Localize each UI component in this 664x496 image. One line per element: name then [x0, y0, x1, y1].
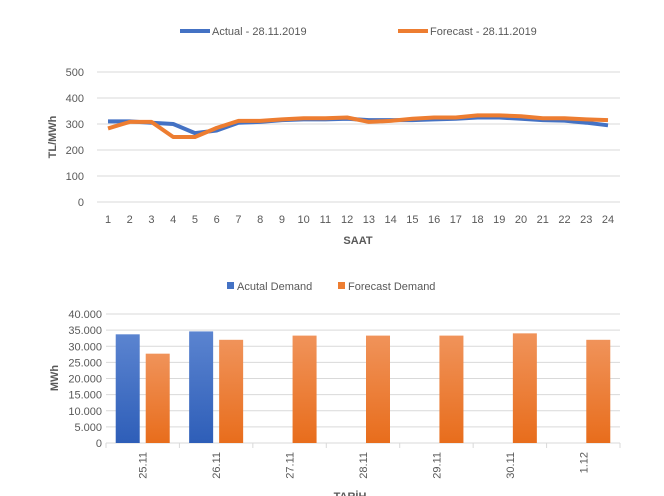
- x-tick-label: 13: [363, 214, 375, 226]
- x-tick-label: 25.11: [138, 452, 150, 479]
- x-tick-label: 5: [192, 214, 198, 226]
- x-tick-label: 29.11: [431, 452, 443, 479]
- y-tick-label: 300: [66, 119, 84, 131]
- legend-label: Actual - 28.11.2019: [212, 26, 307, 38]
- x-tick-label: 23: [580, 214, 592, 226]
- y-tick-label: 10.000: [68, 406, 102, 418]
- x-tick-label: 6: [214, 214, 220, 226]
- x-tick-label: 8: [257, 214, 263, 226]
- x-tick-label: 11: [320, 214, 331, 226]
- legend-label: Forecast - 28.11.2019: [430, 26, 537, 38]
- y-tick-label: 0: [96, 438, 102, 450]
- x-tick-label: 1.12: [578, 452, 590, 473]
- legend-swatch: [227, 282, 234, 289]
- x-tick-label: 1: [105, 214, 111, 226]
- legend-label: Forecast Demand: [348, 281, 435, 293]
- x-tick-label: 27.11: [285, 452, 297, 479]
- x-tick-label: 2: [127, 214, 133, 226]
- series-line-forecast: [107, 113, 609, 139]
- bar-forecast-29.11: [439, 335, 464, 443]
- bar-actual-25.11: [115, 334, 140, 443]
- x-tick-label: 30.11: [505, 452, 517, 479]
- x-tick-label: 24: [602, 214, 614, 226]
- x-tick-label: 21: [537, 214, 549, 226]
- bar-forecast-25.11: [145, 353, 170, 443]
- x-tick-label: 4: [170, 214, 176, 226]
- x-axis-title: TARİH: [334, 490, 367, 496]
- bar-forecast-1.12: [586, 339, 611, 443]
- y-tick-label: 5.000: [74, 422, 102, 434]
- y-tick-label: 35.000: [68, 325, 102, 337]
- x-tick-label: 26.11: [211, 452, 223, 479]
- y-tick-label: 25.000: [68, 357, 102, 369]
- x-tick-label: 17: [450, 214, 462, 226]
- x-tick-label: 9: [279, 214, 285, 226]
- x-tick-label: 10: [298, 214, 310, 226]
- x-tick-label: 20: [515, 214, 527, 226]
- y-tick-label: 30.000: [68, 341, 102, 353]
- y-tick-label: 15.000: [68, 390, 102, 402]
- y-axis-title: TL/MWh: [47, 115, 59, 158]
- legend-swatch: [338, 282, 345, 289]
- y-tick-label: 40.000: [68, 309, 102, 321]
- x-tick-label: 14: [384, 214, 396, 226]
- bar-forecast-28.11: [366, 335, 390, 443]
- x-tick-label: 7: [235, 214, 241, 226]
- x-tick-label: 12: [341, 214, 353, 226]
- x-tick-label: 19: [493, 214, 505, 226]
- legend-label: Acutal Demand: [237, 281, 312, 293]
- bar-forecast-27.11: [292, 335, 317, 443]
- demand-bar-chart: 0 5.000 10.000 15.000 20.000 25.000 30.000 35.0…: [49, 281, 621, 496]
- y-tick-label: 200: [66, 145, 84, 157]
- y-tick-label: 0: [78, 197, 84, 209]
- x-tick-label: 28.11: [358, 452, 370, 479]
- y-tick-label: 500: [66, 67, 84, 79]
- bar-forecast-26.11: [219, 339, 244, 443]
- x-tick-label: 18: [471, 214, 483, 226]
- y-tick-label: 400: [66, 93, 84, 105]
- y-axis-title: MWh: [49, 365, 61, 392]
- x-tick-label: 3: [148, 214, 154, 226]
- y-tick-label: 20.000: [68, 374, 102, 386]
- x-tick-label: 16: [428, 214, 440, 226]
- x-tick-label: 15: [406, 214, 418, 226]
- x-axis-title: SAAT: [343, 235, 372, 247]
- y-tick-label: 100: [66, 171, 84, 183]
- x-tick-label: 22: [558, 214, 570, 226]
- bar-forecast-30.11: [512, 333, 537, 443]
- bar-actual-26.11: [189, 331, 214, 443]
